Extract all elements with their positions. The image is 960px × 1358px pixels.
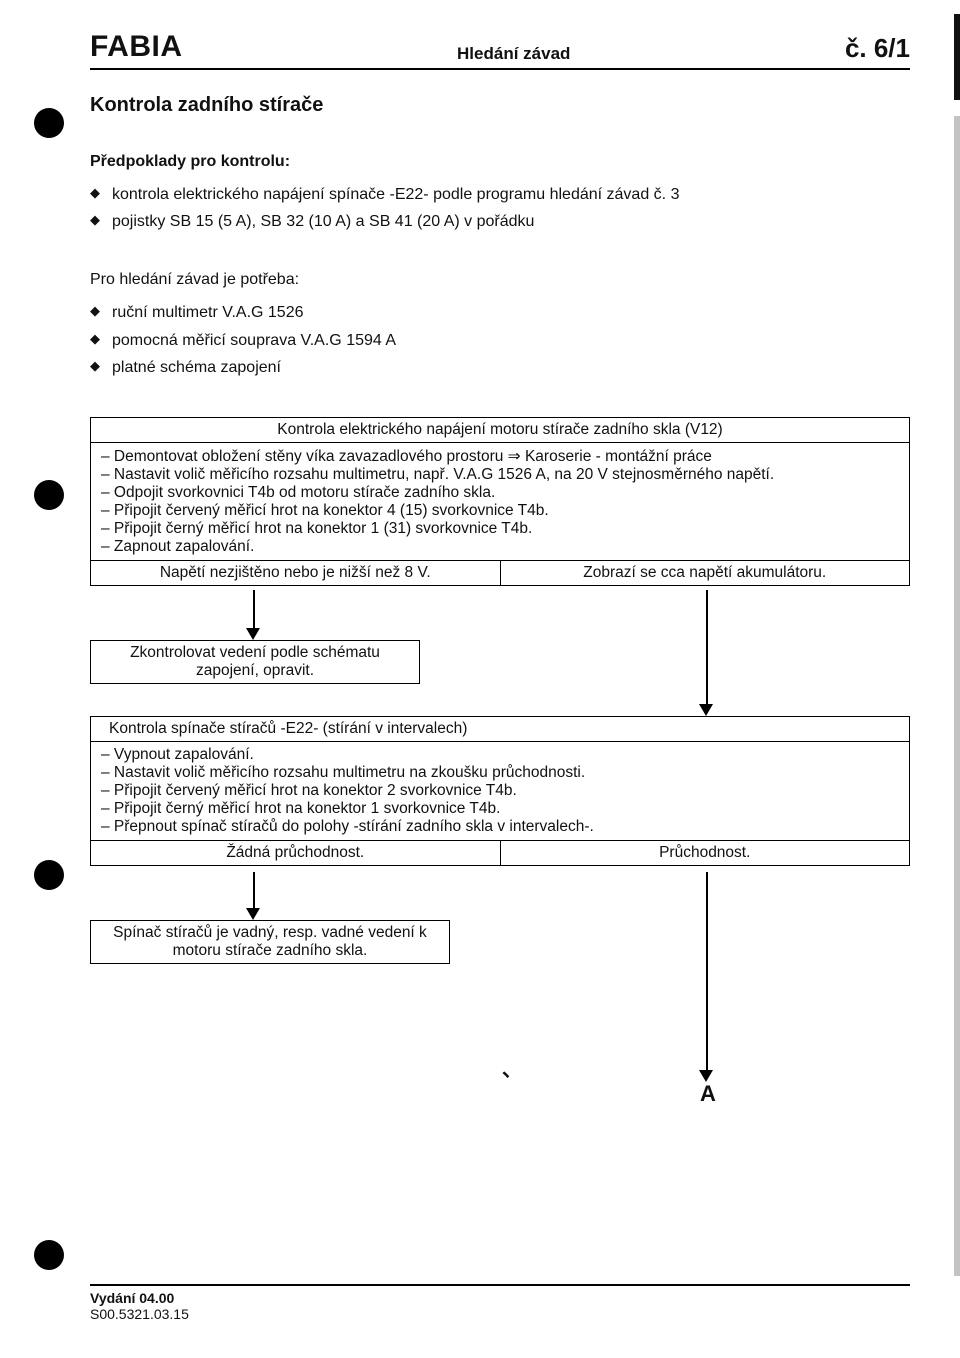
step-line: – Odpojit svorkovnici T4b od motoru stír… [101,484,899,502]
split-left: Žádná průchodnost. [91,841,501,865]
list-item: ruční multimetr V.A.G 1526 [90,299,910,326]
split-left: Napětí nezjištěno nebo je nižší než 8 V. [91,561,501,585]
flow-arrow [706,590,708,706]
step-line: – Připojit červený měřicí hrot na konekt… [101,782,899,800]
arrow-head-icon [246,908,260,920]
page-footer: Vydání 04.00 S00.5321.03.15 [90,1284,910,1322]
flow-split: Žádná průchodnost. Průchodnost. [91,840,909,865]
list-item: pomocná měřicí souprava V.A.G 1594 A [90,327,910,354]
step-line: – Nastavit volič měřicího rozsahu multim… [101,466,899,484]
prerequisites-list: kontrola elektrického napájení spínače -… [90,181,910,235]
needs-heading: Pro hledání závad je potřeba: [90,271,910,289]
flow-box-text: Zkontrolovat vedení podle schématu zapoj… [130,644,380,679]
punch-hole [34,860,64,890]
step-line: – Zapnout zapalování. [101,538,899,556]
flow-continuation-label: A [700,1081,716,1107]
page-header: FABIA Hledání závad č. 6/1 [90,30,910,70]
header-right: č. 6/1 [845,33,910,64]
step-line: – Demontovat obložení stěny víka zavazad… [101,447,899,466]
split-right: Zobrazí se cca napětí akumulátoru. [501,561,910,585]
scan-edge-faint [954,116,960,1276]
list-item: platné schéma zapojení [90,354,910,381]
flow-arrow [706,872,708,1072]
stray-mark: 、 [502,1053,522,1082]
flow-arrow [253,590,255,630]
flow-box-header: Kontrola elektrického napájení motoru st… [91,418,909,443]
brand: FABIA [90,30,183,64]
split-right: Průchodnost. [501,841,910,865]
flow-box-header: Kontrola spínače stíračů -E22- (stírání … [91,717,909,742]
flow-box-text: Spínač stíračů je vadný, resp. vadné ved… [113,924,427,959]
arrow-head-icon [246,628,260,640]
punch-hole [34,108,64,138]
step-line: – Nastavit volič měřicího rozsahu multim… [101,764,899,782]
list-item: pojistky SB 15 (5 A), SB 32 (10 A) a SB … [90,208,910,235]
flow-box-body: – Vypnout zapalování. – Nastavit volič m… [91,742,909,840]
flow-box-check-wiring: Zkontrolovat vedení podle schématu zapoj… [90,640,420,684]
flowchart: Kontrola elektrického napájení motoru st… [90,417,910,1137]
step-line: – Přepnout spínač stíračů do polohy -stí… [101,818,899,836]
scan-edge [954,14,960,100]
prerequisites-heading: Předpoklady pro kontrolu: [90,153,910,171]
section-title: Kontrola zadního stírače [90,94,910,117]
step-line: – Vypnout zapalování. [101,746,899,764]
header-center: Hledání závad [457,44,570,64]
needs-list: ruční multimetr V.A.G 1526 pomocná měřic… [90,299,910,381]
punch-hole [34,480,64,510]
flow-box-body: – Demontovat obložení stěny víka zavazad… [91,443,909,560]
footer-edition: Vydání 04.00 [90,1290,174,1306]
step-line: – Připojit černý měřicí hrot na konektor… [101,520,899,538]
flow-box-check-switch: Kontrola spínače stíračů -E22- (stírání … [90,716,910,866]
step-line: – Připojit červený měřicí hrot na konekt… [101,502,899,520]
flow-box-check-supply: Kontrola elektrického napájení motoru st… [90,417,910,586]
flow-arrow [253,872,255,910]
flow-split: Napětí nezjištěno nebo je nižší než 8 V.… [91,560,909,585]
list-item: kontrola elektrického napájení spínače -… [90,181,910,208]
punch-hole [34,1240,64,1270]
step-line: – Připojit černý měřicí hrot na konektor… [101,800,899,818]
flow-box-switch-fault: Spínač stíračů je vadný, resp. vadné ved… [90,920,450,964]
page: FABIA Hledání závad č. 6/1 Kontrola zadn… [0,0,960,1358]
footer-code: S00.5321.03.15 [90,1306,189,1322]
arrow-head-icon [699,704,713,716]
